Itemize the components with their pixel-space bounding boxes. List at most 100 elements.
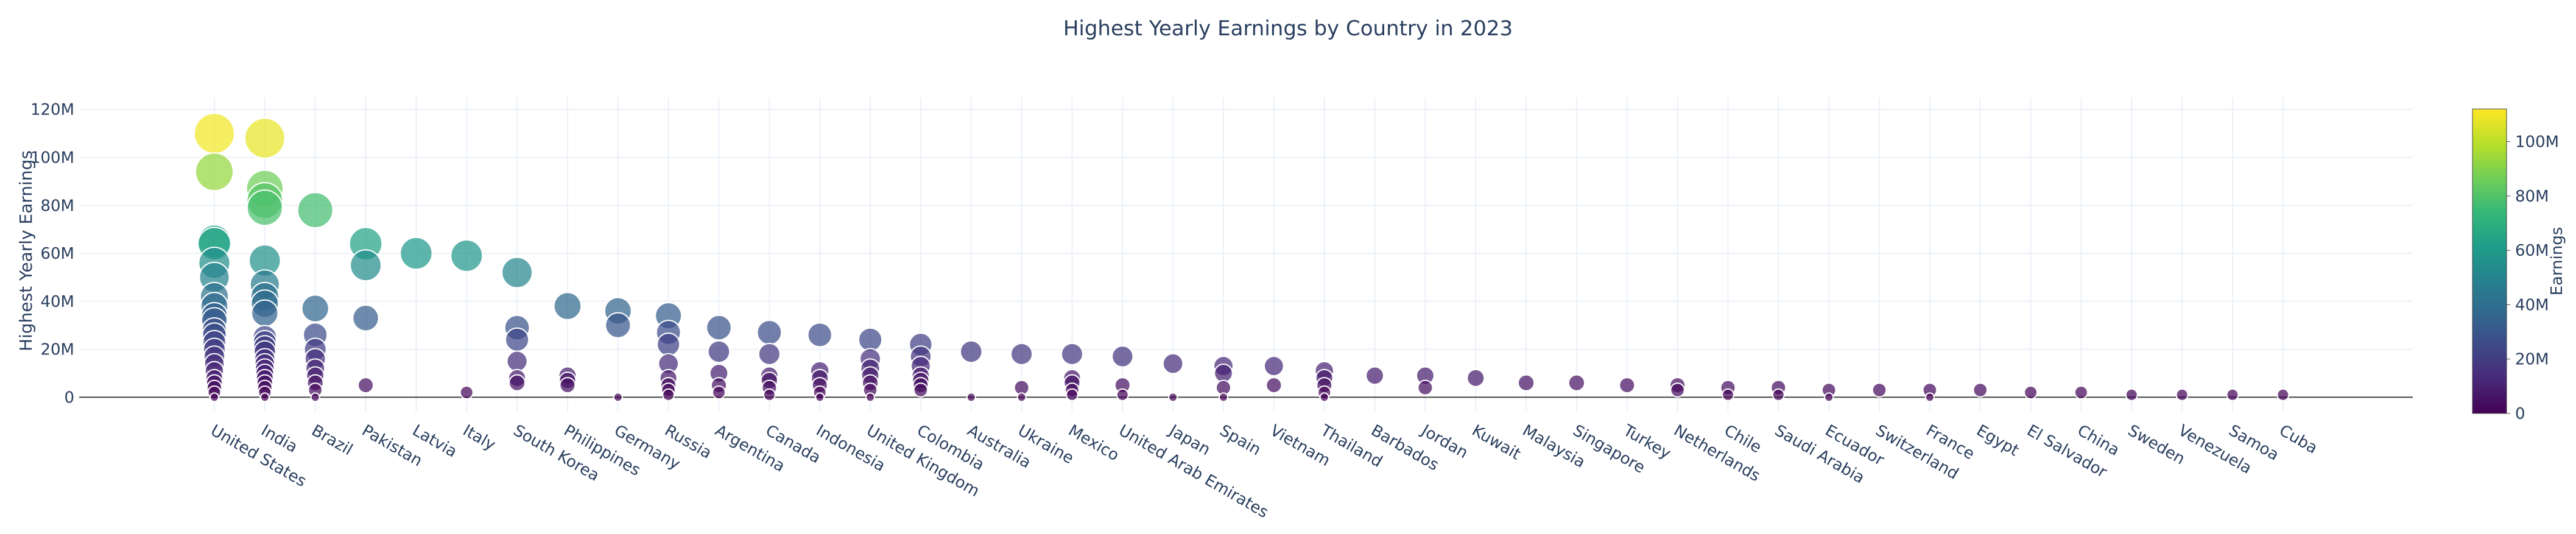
bubble-point[interactable] bbox=[613, 392, 623, 402]
bubble-point[interactable] bbox=[2175, 388, 2189, 401]
colorbar-title: Earnings bbox=[2548, 227, 2566, 296]
bubble-point[interactable] bbox=[605, 312, 632, 339]
x-tick-label: Brazil bbox=[308, 421, 356, 459]
bubble-point[interactable] bbox=[1010, 342, 1033, 365]
colorbar-tick-label: 60M bbox=[2515, 242, 2549, 260]
bubble-point[interactable] bbox=[2125, 388, 2138, 401]
chart-title: Highest Yearly Earnings by Country in 20… bbox=[1063, 16, 1513, 41]
bubble-point[interactable] bbox=[1065, 388, 1079, 401]
bubble-point[interactable] bbox=[966, 392, 976, 402]
bubble-point[interactable] bbox=[959, 340, 983, 364]
y-tick-label: 60M bbox=[40, 245, 74, 263]
bubble-point[interactable] bbox=[662, 388, 675, 401]
bubble-point[interactable] bbox=[758, 342, 781, 365]
y-tick-label: 40M bbox=[40, 293, 74, 311]
bubble-point[interactable] bbox=[251, 299, 279, 328]
bubble-point[interactable] bbox=[1466, 368, 1485, 387]
bubble-point[interactable] bbox=[350, 249, 382, 282]
bubble-point[interactable] bbox=[1162, 353, 1184, 374]
bubble-point[interactable] bbox=[352, 304, 379, 332]
bubble-point[interactable] bbox=[194, 113, 235, 155]
bubble-point[interactable] bbox=[1319, 392, 1329, 402]
bubble-point[interactable] bbox=[1417, 379, 1434, 396]
bubble-point[interactable] bbox=[815, 392, 825, 402]
bubble-point[interactable] bbox=[259, 392, 270, 402]
bubble-point[interactable] bbox=[706, 314, 732, 341]
colorbar-tick-label: 20M bbox=[2515, 351, 2549, 369]
bubble-point[interactable] bbox=[2074, 385, 2088, 399]
bubble-point[interactable] bbox=[357, 377, 375, 394]
bubbles bbox=[194, 113, 2290, 402]
bubble-point[interactable] bbox=[1722, 388, 1734, 401]
bubble-point[interactable] bbox=[2226, 388, 2239, 401]
colorbar-tick-label: 40M bbox=[2515, 296, 2549, 314]
bubble-point[interactable] bbox=[1972, 382, 1988, 398]
bubble-point[interactable] bbox=[865, 392, 876, 402]
bubble-point[interactable] bbox=[509, 374, 526, 392]
bubble-point[interactable] bbox=[1265, 377, 1283, 394]
colorbar-tick-label: 0 bbox=[2515, 405, 2525, 423]
bubble-point[interactable] bbox=[399, 236, 433, 270]
bubble-point[interactable] bbox=[2276, 388, 2290, 401]
bubble-point[interactable] bbox=[756, 320, 783, 345]
x-tick-label: United States bbox=[208, 421, 309, 491]
bubble-point[interactable] bbox=[1365, 366, 1384, 385]
y-axis-title: Highest Yearly Earnings bbox=[16, 150, 36, 351]
y-tick-label: 0 bbox=[64, 388, 74, 407]
bubble-point[interactable] bbox=[310, 392, 320, 402]
bubble-point[interactable] bbox=[1568, 374, 1586, 392]
y-tick-label: 100M bbox=[30, 149, 74, 167]
x-tick-label: Spain bbox=[1217, 421, 1264, 459]
bubble-point[interactable] bbox=[1619, 377, 1636, 394]
bubble-point[interactable] bbox=[913, 382, 929, 398]
bubble-point[interactable] bbox=[2024, 385, 2038, 399]
bubble-point[interactable] bbox=[1871, 382, 1887, 398]
bubble-point[interactable] bbox=[1824, 392, 1834, 402]
bubble-point[interactable] bbox=[195, 152, 234, 192]
y-tick-label: 80M bbox=[40, 197, 74, 215]
bubble-point[interactable] bbox=[707, 340, 731, 364]
bubble-point[interactable] bbox=[1518, 374, 1535, 392]
bubble-point[interactable] bbox=[1219, 392, 1228, 402]
bubble-point[interactable] bbox=[1060, 342, 1083, 365]
x-tick-label: Cuba bbox=[2276, 421, 2320, 458]
bubble-point[interactable] bbox=[209, 392, 219, 402]
x-tick-label: Italy bbox=[460, 421, 499, 454]
bubble-point[interactable] bbox=[559, 377, 576, 394]
x-tick-label: Egypt bbox=[1973, 421, 2022, 460]
colorbar-tick-label: 100M bbox=[2515, 133, 2559, 152]
bubble-point[interactable] bbox=[857, 327, 883, 352]
bubble-point[interactable] bbox=[297, 192, 334, 229]
bubble-point[interactable] bbox=[553, 292, 582, 320]
x-tick-label: Sweden bbox=[2125, 421, 2188, 468]
bubble-point[interactable] bbox=[1214, 364, 1233, 383]
bubble-point[interactable] bbox=[1111, 345, 1134, 368]
bubble-point[interactable] bbox=[807, 322, 832, 348]
bubble-point[interactable] bbox=[762, 388, 776, 401]
bubble-point[interactable] bbox=[1772, 388, 1785, 401]
x-tick-label: Kuwait bbox=[1469, 421, 1524, 463]
bubble-point[interactable] bbox=[246, 189, 283, 227]
bubble-point[interactable] bbox=[1263, 356, 1284, 377]
bubble-point[interactable] bbox=[459, 385, 474, 399]
colorbar-tick-label: 80M bbox=[2515, 188, 2549, 206]
x-tick-label: Mexico bbox=[1065, 421, 1122, 465]
bubble-point[interactable] bbox=[656, 332, 681, 357]
bubble-point[interactable] bbox=[301, 294, 329, 323]
bubble-point[interactable] bbox=[244, 118, 286, 159]
colorbar: Earnings 0 20M 40M 60M 80M 100M bbox=[2472, 108, 2566, 423]
bubble-point[interactable] bbox=[712, 385, 726, 399]
bubble-point[interactable] bbox=[1016, 392, 1027, 402]
y-tick-label: 20M bbox=[40, 341, 74, 359]
bubble-point[interactable] bbox=[505, 327, 530, 352]
y-tick-label: 120M bbox=[30, 101, 74, 119]
bubble-point[interactable] bbox=[1116, 388, 1129, 401]
bubble-point[interactable] bbox=[1670, 382, 1685, 398]
bubble-point[interactable] bbox=[1168, 392, 1178, 402]
bubble-point[interactable] bbox=[506, 350, 528, 372]
bubble-point[interactable] bbox=[450, 239, 484, 272]
bubble-point[interactable] bbox=[501, 256, 533, 289]
bubble-point[interactable] bbox=[1924, 392, 1935, 402]
